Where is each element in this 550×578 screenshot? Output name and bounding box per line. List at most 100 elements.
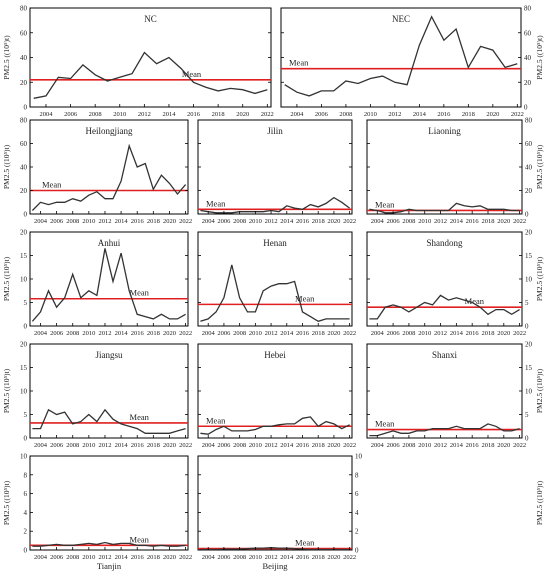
y-tick-label: 0 <box>525 211 529 219</box>
x-tick-label: 2008 <box>66 218 79 225</box>
y-tick-label: 20 <box>20 79 28 87</box>
x-tick-label: 2018 <box>212 111 225 118</box>
x-tick-label: 2004 <box>39 111 53 118</box>
mean-label: Mean <box>465 296 485 306</box>
series-line <box>200 196 350 214</box>
x-tick-label: 2008 <box>89 111 102 118</box>
x-tick-label: 2020 <box>163 442 176 449</box>
x-tick-label: 2014 <box>280 330 294 337</box>
x-tick-label: 2010 <box>82 218 95 225</box>
series-line <box>32 541 186 547</box>
y-tick-label: 4 <box>24 509 28 517</box>
x-tick-label: 2010 <box>364 111 377 118</box>
mean-label: Mean <box>130 534 150 544</box>
y-tick-label: 80 <box>525 117 533 125</box>
x-tick-label: 2014 <box>162 111 176 118</box>
panel-title: Anhui <box>98 238 121 248</box>
x-tick-label: 2020 <box>327 330 340 337</box>
y-axis-label: PM2.5 ((10⁵)t) <box>535 480 544 525</box>
x-tick-label: 2022 <box>513 330 526 337</box>
x-tick-label: 2006 <box>50 218 64 225</box>
y-tick-label: 20 <box>20 229 28 237</box>
x-tick-label: 2022 <box>179 218 192 225</box>
y-tick-label: 20 <box>525 187 533 195</box>
x-tick-label: 2006 <box>217 330 231 337</box>
x-tick-label: 2008 <box>233 330 246 337</box>
x-tick-label: 2020 <box>486 111 499 118</box>
x-tick-label: 2012 <box>388 111 401 118</box>
x-tick-label: 2004 <box>34 442 48 449</box>
y-tick-label: 40 <box>20 54 28 62</box>
y-tick-label: 2 <box>355 528 359 536</box>
x-tick-label: 2004 <box>202 330 216 337</box>
panel-title: Shanxi <box>432 350 458 360</box>
y-tick-label: 60 <box>20 140 28 148</box>
panel-hebei: Mean Hebei 2004 2006 2008 2010 2012 2014 2016 201… <box>197 343 356 449</box>
x-tick-label: 2014 <box>413 111 427 118</box>
panel-jilin: Mean Jilin 2004 2006 2008 2010 2012 2014 2016 201… <box>197 119 356 225</box>
y-tick-label: 20 <box>20 341 28 349</box>
x-tick-label: 2012 <box>434 218 447 225</box>
series-line <box>284 15 518 97</box>
y-axis-label: PM2.5 ((10⁵)t) <box>2 144 11 189</box>
y-tick-label: 6 <box>355 490 359 498</box>
panel-title: Liaoning <box>428 126 461 136</box>
x-tick-label: 2008 <box>402 330 415 337</box>
y-tick-label: 10 <box>20 453 28 461</box>
x-tick-label: 2022 <box>343 554 356 561</box>
x-tick-label: 2022 <box>343 218 356 225</box>
series-line <box>200 416 350 435</box>
x-tick-label: 2016 <box>187 111 201 118</box>
mean-label: Mean <box>182 69 202 79</box>
panel-title: Heilongjiang <box>86 126 133 136</box>
panel-nec: Mean NEC 2004 2006 2008 2010 2012 2014 2016 2018 2… <box>280 5 544 118</box>
panel-heilongjiang: Mean Heilongjiang 2004 2006 2008 2010 2012 2014… <box>2 117 192 226</box>
y-tick-label: 80 <box>20 5 28 13</box>
x-tick-label: 2014 <box>280 554 294 561</box>
x-tick-label: 2008 <box>66 554 79 561</box>
y-tick-label: 0 <box>24 547 28 555</box>
series-line <box>31 143 187 211</box>
x-tick-label: 2010 <box>249 218 262 225</box>
y-axis-label: PM2.5 ((10⁵)t) <box>535 256 544 301</box>
y-tick-label: 0 <box>24 104 28 112</box>
x-tick-label: 2020 <box>497 218 510 225</box>
y-axis-label: PM2.5 ((10⁵)t) <box>2 480 11 525</box>
x-tick-label: 2004 <box>202 442 216 449</box>
x-tick-label: 2004 <box>371 442 385 449</box>
y-axis-label: PM2.5 ((10⁵)t) <box>535 144 544 189</box>
x-tick-label: 2004 <box>290 111 304 118</box>
y-tick-label: 15 <box>20 252 28 260</box>
series-line <box>32 408 186 434</box>
y-tick-label: 0 <box>524 104 528 112</box>
x-tick-label: 2012 <box>98 554 111 561</box>
x-tick-label: 2018 <box>481 442 494 449</box>
x-tick-label: 2004 <box>34 218 48 225</box>
y-tick-label: 40 <box>525 164 533 172</box>
x-tick-label: 2018 <box>462 111 475 118</box>
x-tick-label: 2022 <box>511 111 524 118</box>
mean-label: Mean <box>375 199 395 209</box>
x-tick-label: 2014 <box>115 330 129 337</box>
series-line <box>31 248 186 322</box>
mean-label: Mean <box>206 198 226 208</box>
x-tick-label: 2010 <box>249 330 262 337</box>
x-tick-label: 2006 <box>217 442 231 449</box>
x-tick-label: 2006 <box>50 330 64 337</box>
mean-label: Mean <box>42 180 62 190</box>
x-tick-label: 2014 <box>115 554 129 561</box>
mean-label: Mean <box>295 538 315 548</box>
x-tick-label: 2016 <box>131 330 145 337</box>
x-tick-label: 2018 <box>147 330 160 337</box>
x-tick-label: 2016 <box>466 218 480 225</box>
y-tick-label: 10 <box>525 276 533 284</box>
x-tick-label: 2018 <box>481 330 494 337</box>
x-tick-label: 2022 <box>261 111 274 118</box>
series-line <box>200 264 350 323</box>
x-tick-label: 2006 <box>315 111 329 118</box>
x-tick-label: 2008 <box>233 442 246 449</box>
mean-label: Mean <box>295 293 315 303</box>
